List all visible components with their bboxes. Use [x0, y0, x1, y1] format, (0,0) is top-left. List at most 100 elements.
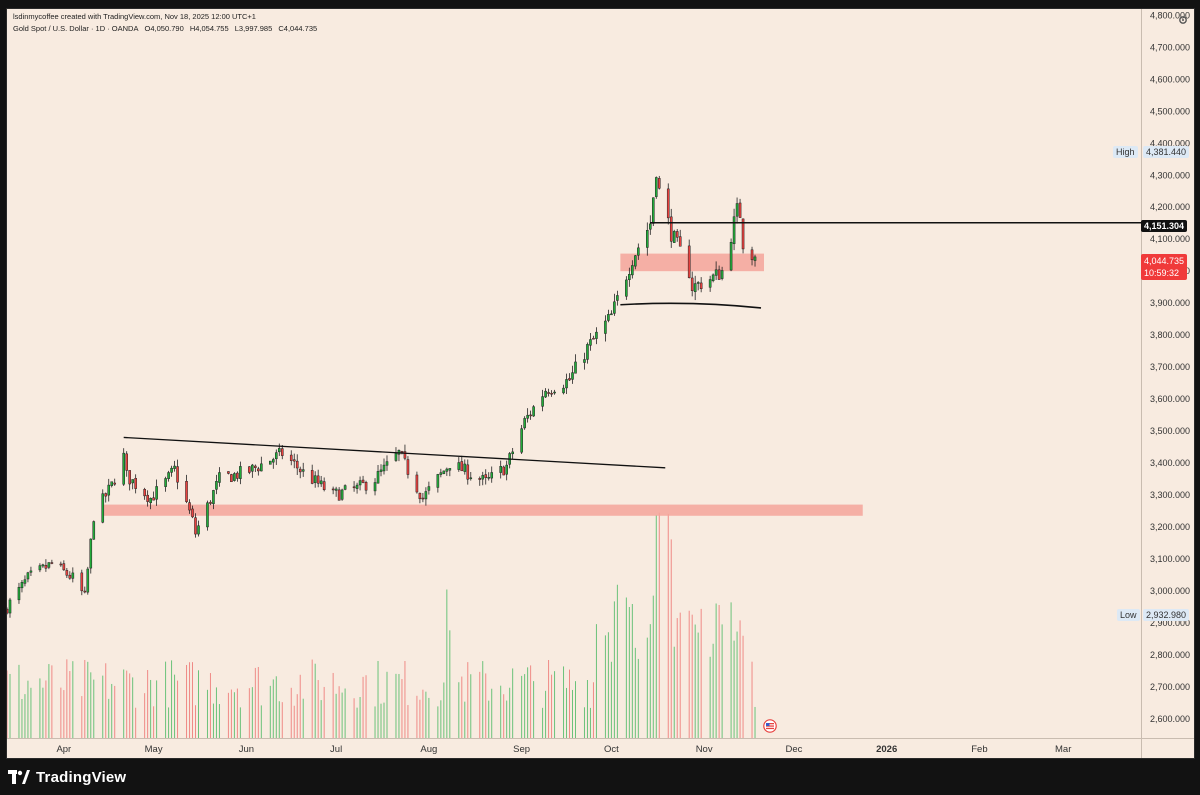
candle — [466, 459, 470, 485]
candle-body — [394, 453, 398, 461]
candle — [678, 229, 682, 247]
candle — [436, 473, 440, 493]
candle-body — [741, 218, 745, 250]
level-value-tag: 4,151.304 — [1141, 220, 1188, 232]
time-tick-label: Aug — [420, 744, 437, 755]
price-tick-label: 4,100.000 — [1150, 234, 1190, 244]
candle — [565, 373, 568, 394]
candle — [50, 559, 54, 565]
candle-body — [20, 582, 24, 589]
symbol-line[interactable]: Gold Spot / U.S. Dollar · 1D · OANDA — [13, 24, 139, 33]
candle-body — [714, 269, 718, 276]
chart-panel[interactable]: lsdinmycoffee created with TradingView.c… — [6, 8, 1195, 759]
candle-body — [254, 465, 257, 468]
candle-body — [340, 489, 344, 500]
candle — [233, 472, 236, 482]
time-axis[interactable]: Apr May Jun Jul Aug Sep Oct Nov Dec 2026 Feb Mar — [7, 738, 1194, 758]
candle-body — [92, 521, 96, 540]
support-zone — [620, 253, 764, 272]
candle-body — [68, 574, 72, 579]
candle — [717, 265, 721, 280]
candle-body — [131, 479, 134, 484]
candle — [331, 486, 335, 495]
candle — [23, 575, 27, 587]
candle-body — [523, 418, 526, 429]
candle — [649, 215, 652, 235]
candle — [460, 455, 464, 472]
candle — [361, 475, 365, 484]
candle — [373, 478, 377, 496]
candle-body — [209, 501, 212, 504]
candle-body — [128, 470, 131, 485]
candle — [215, 474, 218, 495]
candle — [358, 476, 362, 491]
candle-body — [310, 470, 314, 484]
candle-body — [65, 570, 69, 576]
us-flag-icon[interactable] — [763, 719, 777, 733]
candle — [445, 467, 449, 476]
candle — [167, 470, 170, 482]
candle — [550, 390, 553, 397]
candle-body — [442, 470, 446, 474]
candle — [92, 520, 96, 540]
candle — [607, 309, 610, 323]
candle — [7, 607, 9, 615]
time-tick-label: Jul — [330, 744, 342, 755]
candle-body — [502, 466, 505, 476]
candle — [134, 474, 137, 494]
candle — [672, 229, 676, 243]
candle — [499, 460, 502, 479]
price-tick-label: 3,200.000 — [1150, 522, 1190, 532]
candle-body — [343, 485, 347, 490]
candle — [604, 315, 607, 342]
candle-body — [466, 464, 470, 480]
candle-body — [637, 247, 640, 256]
candle-body — [607, 314, 610, 321]
candle — [86, 566, 90, 595]
candle — [176, 459, 179, 490]
candle-body — [678, 236, 682, 247]
candle-body — [487, 476, 491, 479]
candle-body — [277, 448, 281, 453]
candle-body — [38, 565, 42, 571]
candle-body — [248, 466, 251, 473]
candle — [478, 476, 482, 486]
candle-body — [385, 461, 389, 466]
candle — [511, 447, 514, 460]
candle-body — [194, 517, 197, 535]
candle — [125, 451, 128, 477]
candle — [301, 462, 305, 477]
candle — [385, 455, 389, 471]
candle-body — [59, 563, 63, 566]
candle-body — [271, 459, 275, 463]
low-value-tag: 2,932.980 — [1143, 609, 1190, 621]
candle-body — [699, 282, 703, 290]
candle — [251, 463, 254, 478]
candle-body — [26, 572, 30, 580]
candle — [720, 266, 724, 281]
candle-body — [47, 562, 51, 568]
chart-canvas[interactable] — [7, 9, 1194, 758]
price-axis[interactable]: 4,800.000 4,700.000 4,600.000 4,500.000 4,40… — [1141, 9, 1194, 758]
candle — [693, 275, 697, 301]
price-tick-label: 3,500.000 — [1150, 426, 1190, 436]
candle — [260, 456, 263, 472]
candle — [209, 500, 212, 506]
neckline-curve — [620, 302, 762, 309]
candle-body — [50, 562, 54, 564]
candle — [631, 260, 634, 279]
candle — [669, 208, 673, 248]
candle — [589, 333, 592, 351]
gear-icon[interactable] — [1178, 15, 1188, 25]
candle-body — [565, 379, 568, 389]
candle — [544, 388, 547, 398]
candle — [47, 562, 51, 570]
tradingview-logo[interactable]: TradingView — [8, 767, 126, 787]
candle — [696, 281, 700, 291]
candle — [80, 569, 84, 596]
candle-body — [400, 451, 404, 453]
candle — [352, 481, 356, 492]
candle — [568, 373, 571, 381]
candle-body — [218, 472, 221, 483]
candle — [583, 352, 586, 370]
